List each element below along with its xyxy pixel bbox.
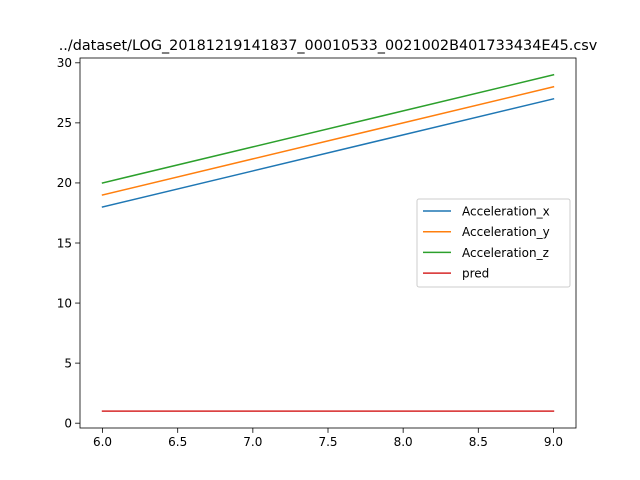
y-tick-label: 10 (57, 296, 72, 310)
legend-label: Acceleration_x (462, 205, 550, 219)
series-line-acceleration-x (101, 97, 555, 208)
y-tick-label: 25 (57, 116, 72, 130)
chart-title: ../dataset/LOG_20181219141837_00010533_0… (59, 38, 598, 54)
x-tick-label: 7.0 (243, 435, 262, 449)
x-tick-label: 6.5 (168, 435, 187, 449)
legend-label: Acceleration_y (462, 225, 550, 239)
y-tick-label: 15 (57, 236, 72, 250)
plot-area: 6.0 6.5 7.0 7.5 8.0 8.5 9.0 0 5 10 15 20 25 30 Acceler… (57, 56, 577, 449)
y-tick-label: 20 (57, 176, 72, 190)
x-tick-label: 8.5 (469, 435, 488, 449)
series-line-acceleration-y (101, 85, 555, 196)
y-tick-label: 0 (64, 416, 72, 430)
legend-label: Acceleration_z (462, 246, 549, 260)
series-line-acceleration-z (101, 73, 555, 184)
legend-box (416, 198, 571, 288)
x-tick-label: 6.0 (93, 435, 112, 449)
y-tick-label: 5 (64, 356, 72, 370)
x-tick-label: 9.0 (544, 435, 563, 449)
y-tick-label: 30 (57, 56, 72, 70)
legend-label: pred (462, 267, 489, 281)
x-tick-label: 7.5 (318, 435, 337, 449)
x-tick-label: 8.0 (394, 435, 413, 449)
axes-frame (79, 57, 577, 429)
